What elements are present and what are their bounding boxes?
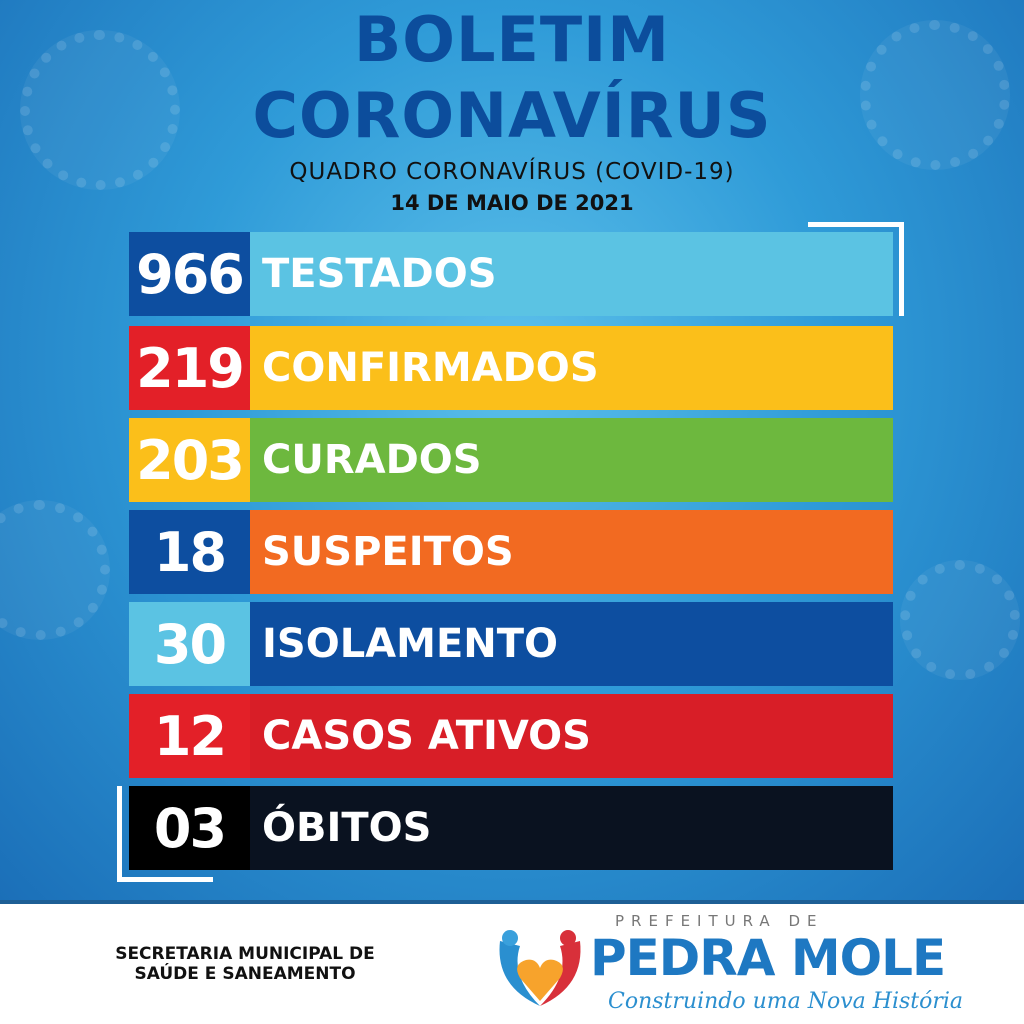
frame-corner [808,222,904,316]
stat-row: 966 TESTADOS [129,232,893,316]
virus-decoration [0,500,110,640]
stat-row: 219 CONFIRMADOS [129,326,893,410]
stat-value: 03 [129,786,250,870]
title-line2: CORONAVÍRUS [252,79,772,152]
stat-row: 203 CURADOS [129,418,893,502]
stat-value: 203 [129,418,250,502]
subtitle: QUADRO CORONAVÍRUS (COVID-19) [289,159,735,185]
title-line1: BOLETIM [354,3,670,76]
date: 14 DE MAIO DE 2021 [390,191,634,215]
stat-label: CURADOS [250,418,893,502]
frame-corner [117,786,213,882]
stat-label: CONFIRMADOS [250,326,893,410]
stat-value: 219 [129,326,250,410]
stat-label: ISOLAMENTO [250,602,893,686]
stat-label: TESTADOS [250,232,893,316]
stat-label: CASOS ATIVOS [250,694,893,778]
stat-row: 03 ÓBITOS [129,786,893,870]
stat-value: 966 [129,232,250,316]
pedra-mole-logo: PREFEITURA DE PEDRA MOLE Construindo uma… [490,912,963,1022]
virus-decoration [860,20,1010,170]
stat-label: ÓBITOS [250,786,893,870]
heart-people-icon [499,930,581,1006]
stat-row: 30 ISOLAMENTO [129,602,893,686]
secretaria-line2: SAÚDE E SANEAMENTO [134,964,356,984]
virus-decoration [20,30,180,190]
stat-row: 18 SUSPEITOS [129,510,893,594]
stat-value: 18 [129,510,250,594]
stat-value: 12 [129,694,250,778]
secretaria: SECRETARIA MUNICIPAL DE SAÚDE E SANEAMEN… [90,944,400,984]
stat-value: 30 [129,602,250,686]
secretaria-line1: SECRETARIA MUNICIPAL DE [115,944,375,964]
logo-name: PEDRA MOLE [590,929,946,987]
virus-decoration [900,560,1020,680]
stat-row: 12 CASOS ATIVOS [129,694,893,778]
logo-top-text: PREFEITURA DE [615,912,824,930]
stat-label: SUSPEITOS [250,510,893,594]
logo-slogan: Construindo uma Nova História [608,989,964,1014]
footer: SECRETARIA MUNICIPAL DE SAÚDE E SANEAMEN… [0,900,1024,1024]
